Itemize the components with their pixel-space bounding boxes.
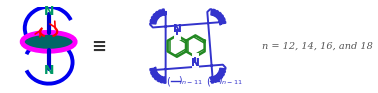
- Text: n = 12, 14, 16, and 18: n = 12, 14, 16, and 18: [262, 42, 373, 51]
- Text: N: N: [191, 58, 200, 68]
- Text: N: N: [191, 58, 200, 68]
- Text: N: N: [172, 24, 181, 34]
- Text: N: N: [43, 64, 54, 77]
- Ellipse shape: [22, 32, 75, 51]
- Text: $($: $($: [166, 75, 172, 88]
- Text: N: N: [172, 24, 181, 34]
- Text: $)_{n-11}$: $)_{n-11}$: [178, 75, 203, 87]
- Text: $($: $($: [206, 75, 211, 88]
- Text: ≡: ≡: [91, 38, 106, 56]
- Text: N: N: [43, 5, 54, 18]
- Text: $)_{n-11}$: $)_{n-11}$: [218, 75, 242, 87]
